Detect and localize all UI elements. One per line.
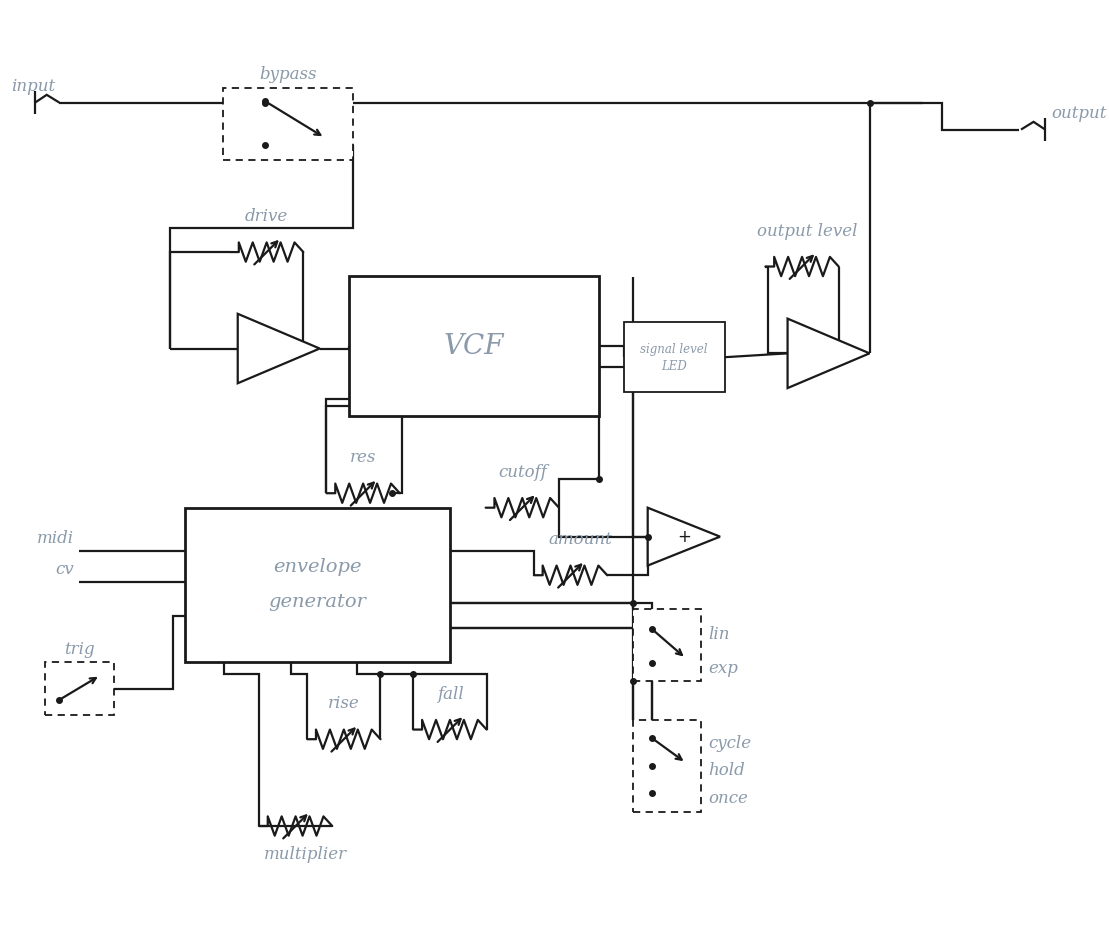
- Text: amount: amount: [548, 531, 612, 548]
- Text: cv: cv: [55, 561, 73, 578]
- Text: VCF: VCF: [444, 332, 505, 360]
- Text: drive: drive: [245, 208, 288, 225]
- Text: envelope: envelope: [273, 559, 362, 577]
- Text: lin: lin: [709, 626, 730, 643]
- Text: bypass: bypass: [260, 66, 317, 83]
- Text: cycle: cycle: [709, 734, 752, 751]
- Text: output: output: [1051, 105, 1107, 122]
- Text: signal level: signal level: [641, 343, 708, 356]
- Text: midi: midi: [37, 530, 73, 548]
- Text: fall: fall: [437, 685, 464, 702]
- Bar: [623, 323, 725, 392]
- Text: LED: LED: [661, 361, 688, 374]
- Text: hold: hold: [709, 762, 745, 779]
- Text: multiplier: multiplier: [264, 846, 347, 863]
- Bar: [633, 609, 701, 682]
- Bar: [348, 277, 600, 416]
- Text: cutoff: cutoff: [498, 464, 547, 480]
- Bar: [44, 662, 114, 716]
- Polygon shape: [787, 319, 869, 388]
- Bar: [185, 508, 450, 662]
- Text: trig: trig: [64, 641, 95, 658]
- Text: res: res: [350, 449, 376, 466]
- Text: exp: exp: [709, 660, 739, 677]
- Text: output level: output level: [756, 223, 857, 240]
- Text: rise: rise: [328, 695, 359, 712]
- Text: input: input: [11, 77, 55, 94]
- Text: generator: generator: [268, 593, 366, 611]
- Polygon shape: [648, 508, 720, 565]
- Text: once: once: [709, 789, 749, 806]
- Bar: [633, 720, 701, 812]
- Polygon shape: [237, 313, 319, 383]
- Bar: [223, 88, 354, 160]
- Text: +: +: [676, 528, 691, 546]
